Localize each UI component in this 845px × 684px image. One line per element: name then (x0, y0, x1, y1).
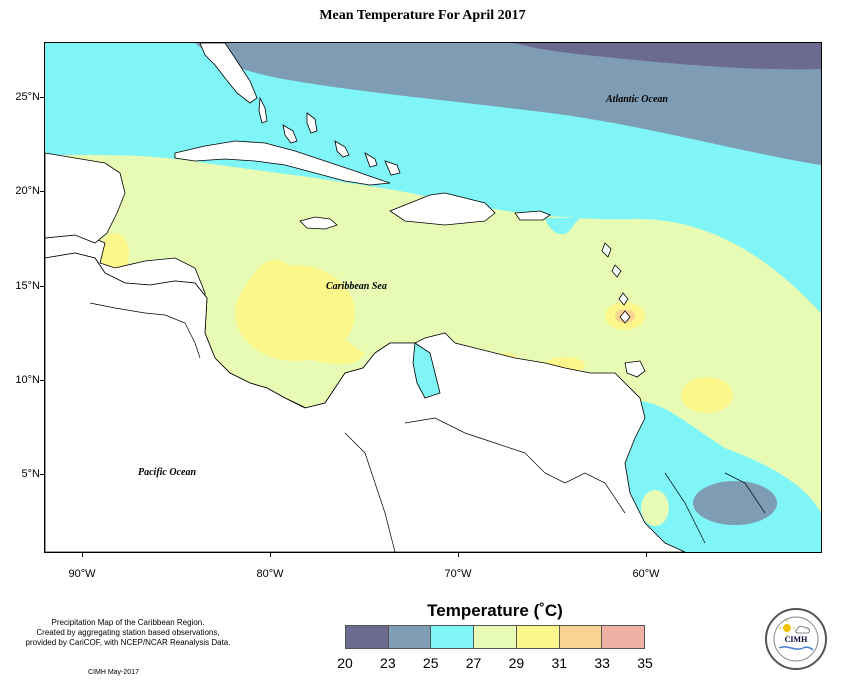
legend-tick-label: 33 (594, 655, 610, 671)
lon-tick (270, 553, 271, 557)
sun-cloud-icon: CIMH (773, 616, 819, 662)
lat-label-15n: 15°N (15, 280, 40, 292)
lat-label-25n: 25°N (15, 91, 40, 103)
legend-swatch (388, 626, 432, 648)
cool-patch-pr (545, 218, 580, 235)
legend-tick-label: 35 (637, 655, 653, 671)
legend-swatch (346, 626, 389, 648)
caribbean-sea-label: Caribbean Sea (326, 281, 387, 292)
country-borders (89, 302, 766, 552)
legend-swatch (474, 626, 517, 648)
legend-tick-label: 23 (380, 655, 396, 671)
source-note-line-1: Precipitation Map of the Caribbean Regio… (51, 618, 205, 627)
band-23-25 (195, 43, 821, 165)
warm-pocket-belize (101, 233, 129, 273)
lat-tick (40, 191, 44, 192)
legend-color-bar (345, 625, 645, 649)
legend-tick-label: 20 (337, 655, 353, 671)
land-masses (45, 43, 686, 552)
warm-pocket-atlantic (681, 377, 733, 413)
band-20-23 (515, 43, 821, 70)
lon-label-70w: 70°W (444, 568, 472, 580)
legend-tick-label: 31 (551, 655, 568, 671)
temperature-map (44, 42, 822, 553)
lat-label-20n: 20°N (15, 185, 40, 197)
atlantic-ocean-label: Atlantic Ocean (606, 94, 668, 105)
lat-tick (40, 474, 44, 475)
cooler-region-suriname (693, 481, 777, 525)
legend-ticks: 20 23 25 27 29 31 33 35 (337, 655, 653, 673)
legend-swatch (431, 626, 475, 648)
legend-swatch (602, 626, 645, 648)
lon-tick (646, 553, 647, 557)
sun-icon (783, 624, 791, 632)
lon-tick (82, 553, 83, 557)
lat-tick (40, 97, 44, 98)
source-note: Precipitation Map of the Caribbean Regio… (8, 618, 248, 648)
legend-title: Temperature (˚C) (427, 601, 563, 620)
credit-date: CIMH May-2017 (88, 669, 139, 676)
warm-pocket-coast (243, 259, 365, 365)
cloud-icon (795, 625, 810, 634)
lon-label-80w: 80°W (256, 568, 284, 580)
wave-icon (778, 646, 814, 651)
lat-tick (40, 380, 44, 381)
legend-swatch (559, 626, 603, 648)
map-canvas (45, 43, 821, 552)
map-title: Mean Temperature For April 2017 (319, 8, 526, 23)
cimh-logo: CIMH (765, 608, 827, 670)
legend-tick-label: 29 (508, 655, 525, 671)
lat-tick (40, 286, 44, 287)
lon-label-90w: 90°W (68, 568, 96, 580)
warm-patch-guyana (641, 490, 669, 526)
lat-label-10n: 10°N (15, 374, 40, 386)
legend-tick-label: 25 (422, 655, 439, 671)
source-note-line-3: provided by CariCOF, with NCEP/NCAR Rean… (25, 638, 231, 647)
pacific-ocean-label: Pacific Ocean (138, 467, 197, 478)
lon-tick (458, 553, 459, 557)
legend-tick-label: 27 (465, 655, 482, 671)
lon-label-60w: 60°W (632, 568, 660, 580)
cool-region-guiana (623, 401, 821, 552)
logo-text: CIMH (785, 635, 808, 644)
lat-label-5n: 5°N (21, 468, 40, 480)
legend-swatch (516, 626, 560, 648)
source-note-line-2: Created by aggregating station based obs… (36, 628, 220, 637)
